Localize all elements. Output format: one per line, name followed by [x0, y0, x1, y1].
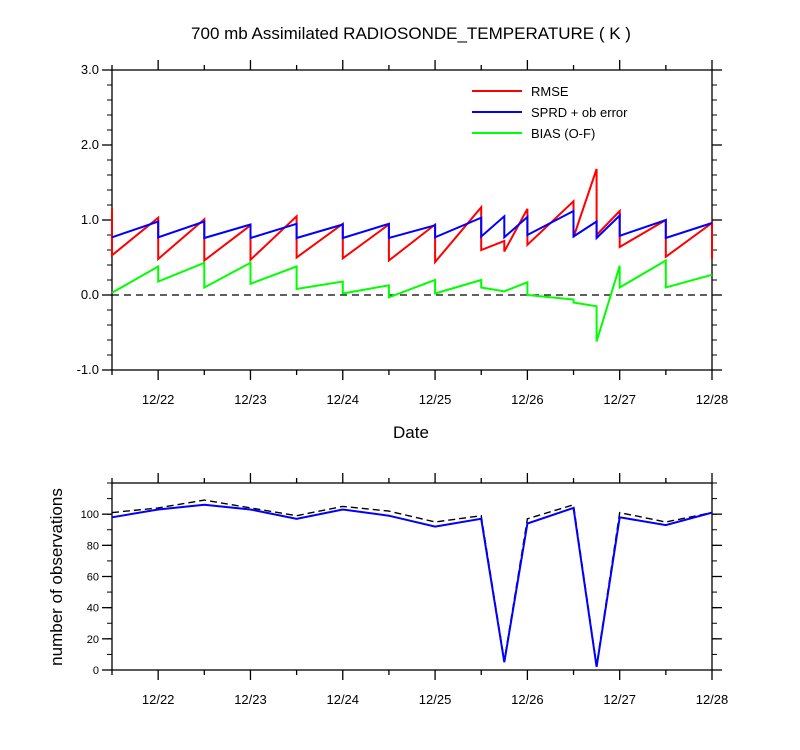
series-sprd-ob-error-line — [111, 209, 713, 241]
x-tick-label: 12/26 — [511, 692, 544, 707]
bottom-plot-area: 12/22 12/23 12/24 12/25 12/26 12/27 12/28 0 20 40… — [81, 473, 729, 707]
x-tick-label: 12/24 — [326, 692, 359, 707]
series-bias-o-f-line — [111, 258, 713, 342]
x-tick-label: 12/24 — [326, 392, 359, 407]
top-chart-title: 700 mb Assimilated RADIOSONDE_TEMPERATUR… — [191, 24, 631, 43]
y-tick-label: 3.0 — [81, 62, 99, 77]
x-tick-label: 12/27 — [603, 692, 636, 707]
y-tick-label: 2.0 — [81, 137, 99, 152]
y-tick-label: 80 — [87, 540, 99, 552]
legend-label: BIAS (O-F) — [531, 126, 595, 141]
top-plot-area: 12/22 12/23 12/24 12/25 12/26 12/27 12/28 -1.0 0… — [77, 60, 729, 407]
series-possible-line — [111, 499, 713, 666]
y-tick-label: -1.0 — [77, 362, 99, 377]
x-tick-label: 12/28 — [696, 392, 729, 407]
y-tick-label: 0.0 — [81, 287, 99, 302]
y-tick-label: 100 — [81, 509, 99, 521]
y-tick-label: 20 — [87, 634, 99, 646]
y-tick-label: 40 — [87, 603, 99, 615]
x-tick-label: 12/26 — [511, 392, 544, 407]
bottom-y-axis-label: number of observations — [47, 488, 66, 666]
plot-frame — [111, 482, 713, 671]
y-tick-label: 1.0 — [81, 212, 99, 227]
top-legend: RMSE SPRD + ob error BIAS (O-F) — [472, 84, 628, 141]
y-tick-label: 60 — [87, 572, 99, 584]
series-rmse-line — [111, 168, 713, 265]
x-tick-label: 12/25 — [419, 392, 452, 407]
x-tick-label: 12/23 — [234, 392, 267, 407]
x-tick-label: 12/22 — [142, 692, 175, 707]
x-tick-label: 12/28 — [696, 692, 729, 707]
y-tick-label: 0 — [93, 665, 99, 677]
legend-label: RMSE — [531, 84, 569, 99]
series-assimilated-line — [111, 503, 713, 668]
x-tick-label: 12/27 — [603, 392, 636, 407]
top-x-axis-label: Date — [393, 423, 429, 442]
x-tick-label: 12/22 — [142, 392, 175, 407]
x-tick-label: 12/23 — [234, 692, 267, 707]
x-tick-label: 12/25 — [419, 692, 452, 707]
legend-label: SPRD + ob error — [531, 105, 628, 120]
